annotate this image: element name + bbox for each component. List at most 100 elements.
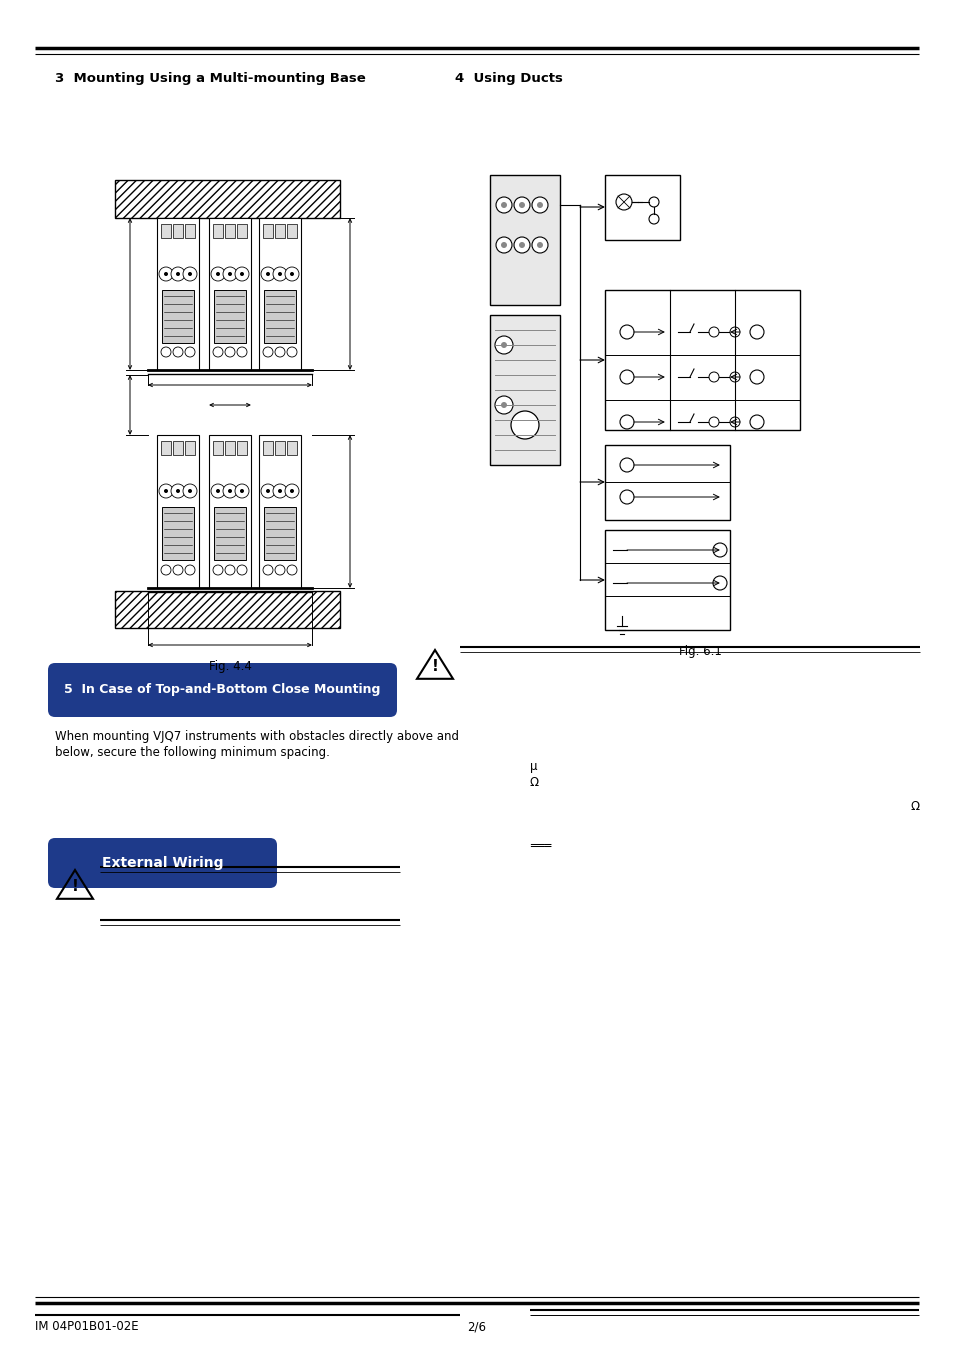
Circle shape [273,267,287,281]
Circle shape [290,489,294,493]
Text: 2/6: 2/6 [467,1320,486,1333]
Circle shape [159,484,172,499]
Polygon shape [161,224,171,238]
Text: Fig. 6.1: Fig. 6.1 [678,644,720,658]
Circle shape [223,484,236,499]
Polygon shape [157,435,199,588]
Polygon shape [162,290,193,343]
Circle shape [532,236,547,253]
Circle shape [185,565,194,576]
Circle shape [274,347,285,357]
Circle shape [287,565,296,576]
Circle shape [266,272,270,276]
Polygon shape [263,224,273,238]
Text: below, secure the following minimum spacing.: below, secure the following minimum spac… [55,746,330,759]
Polygon shape [225,224,234,238]
Circle shape [175,489,180,493]
Polygon shape [604,290,800,430]
Text: Fig. 4.4: Fig. 4.4 [209,661,252,673]
Circle shape [171,484,185,499]
Circle shape [164,272,168,276]
Text: !: ! [431,659,438,674]
Circle shape [537,242,542,249]
Circle shape [215,272,220,276]
Circle shape [518,242,524,249]
Circle shape [277,489,282,493]
Text: Ω: Ω [910,800,919,813]
Circle shape [172,565,183,576]
Polygon shape [604,176,679,240]
Polygon shape [213,440,223,455]
Circle shape [211,484,225,499]
Polygon shape [604,444,729,520]
Text: μ: μ [530,761,537,773]
Polygon shape [213,290,246,343]
Polygon shape [263,440,273,455]
Text: 5  In Case of Top-and-Bottom Close Mounting: 5 In Case of Top-and-Bottom Close Mounti… [64,684,380,697]
Polygon shape [225,440,234,455]
Polygon shape [213,507,246,561]
Circle shape [266,489,270,493]
Polygon shape [264,290,295,343]
Circle shape [290,272,294,276]
Polygon shape [604,530,729,630]
Polygon shape [264,507,295,561]
Circle shape [263,565,273,576]
Circle shape [228,489,232,493]
Polygon shape [258,435,301,588]
Polygon shape [185,440,194,455]
Circle shape [213,565,223,576]
Polygon shape [287,224,296,238]
Text: When mounting VJQ7 instruments with obstacles directly above and: When mounting VJQ7 instruments with obst… [55,730,458,743]
Circle shape [161,565,171,576]
Circle shape [211,267,225,281]
Circle shape [261,267,274,281]
Text: ═══: ═══ [530,840,551,852]
Circle shape [273,484,287,499]
Circle shape [164,489,168,493]
Circle shape [514,236,530,253]
Circle shape [274,565,285,576]
Polygon shape [157,218,199,370]
Circle shape [188,489,192,493]
Circle shape [172,347,183,357]
Circle shape [215,489,220,493]
Polygon shape [162,507,193,561]
Circle shape [518,203,524,208]
Polygon shape [236,224,247,238]
Circle shape [287,347,296,357]
Circle shape [537,203,542,208]
Circle shape [500,203,506,208]
FancyBboxPatch shape [48,838,276,888]
Polygon shape [213,224,223,238]
Circle shape [188,272,192,276]
Circle shape [496,236,512,253]
Circle shape [277,272,282,276]
Circle shape [495,336,513,354]
Text: 4  Using Ducts: 4 Using Ducts [455,72,562,85]
Circle shape [500,242,506,249]
Polygon shape [209,435,251,588]
Polygon shape [258,218,301,370]
Circle shape [225,565,234,576]
Polygon shape [172,440,183,455]
Circle shape [500,342,506,349]
Circle shape [261,484,274,499]
Polygon shape [161,440,171,455]
Circle shape [285,267,298,281]
Circle shape [240,272,244,276]
Polygon shape [274,440,285,455]
Text: 3  Mounting Using a Multi-mounting Base: 3 Mounting Using a Multi-mounting Base [55,72,365,85]
Circle shape [236,347,247,357]
Circle shape [495,396,513,413]
Polygon shape [185,224,194,238]
Circle shape [185,347,194,357]
Circle shape [225,347,234,357]
Circle shape [511,411,538,439]
Text: !: ! [71,878,78,894]
Circle shape [496,197,512,213]
Text: IM 04P01B01-02E: IM 04P01B01-02E [35,1320,138,1333]
Circle shape [514,197,530,213]
Circle shape [183,267,196,281]
Circle shape [234,484,249,499]
